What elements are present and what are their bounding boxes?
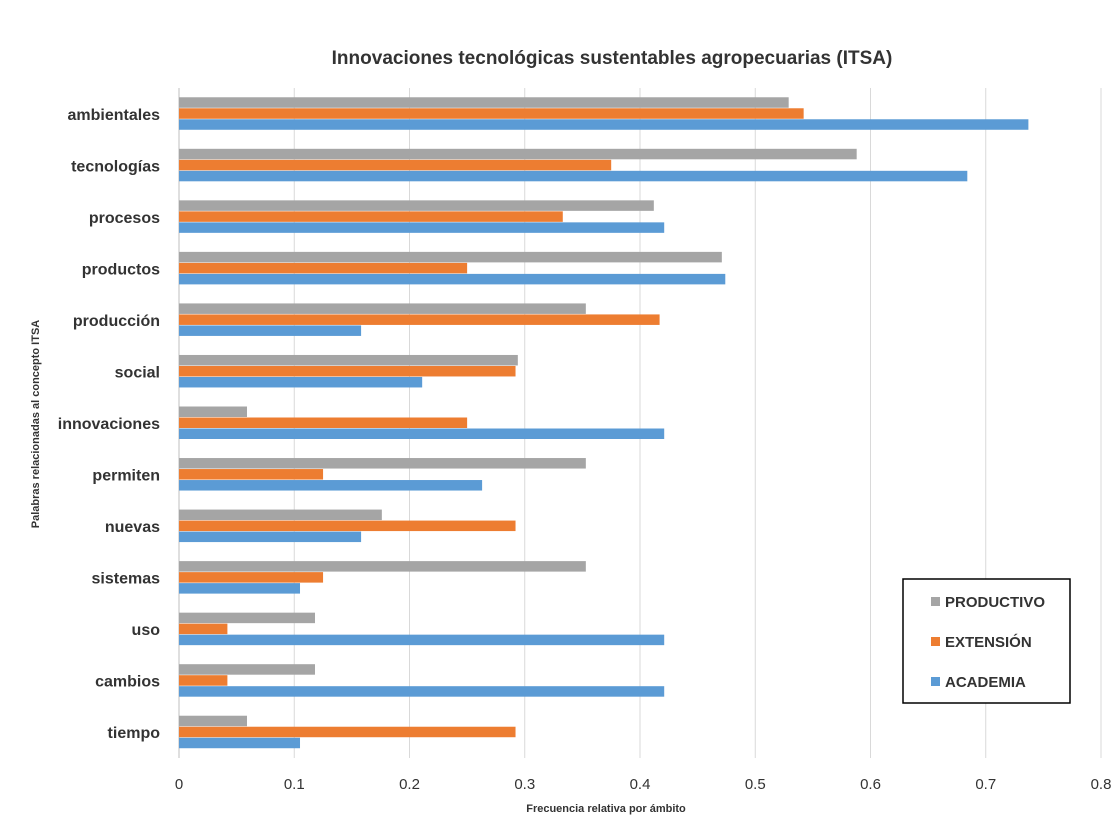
bar-extensin-1 bbox=[179, 159, 612, 171]
category-label: procesos bbox=[89, 210, 160, 227]
bar-academia-7 bbox=[179, 480, 483, 491]
bar-productivo-7 bbox=[179, 458, 586, 469]
bar-productivo-10 bbox=[179, 612, 315, 624]
gridlines bbox=[178, 88, 1102, 758]
legend-swatch bbox=[931, 597, 940, 606]
chart-title: Innovaciones tecnológicas sustentables a… bbox=[332, 48, 893, 69]
bar-academia-8 bbox=[179, 531, 362, 543]
bar-extensin-9 bbox=[179, 572, 324, 583]
category-label: tecnologías bbox=[71, 158, 160, 175]
bar-academia-5 bbox=[179, 376, 423, 388]
bar-academia-0 bbox=[179, 119, 1029, 130]
bar-extensin-10 bbox=[179, 623, 228, 635]
bar-extensin-12 bbox=[179, 726, 516, 738]
legend: PRODUCTIVO EXTENSIÓN ACADEMIA bbox=[902, 578, 1071, 704]
bar-extensin-4 bbox=[179, 314, 660, 325]
category-label: producción bbox=[73, 313, 160, 330]
x-tick-label: 0.6 bbox=[860, 776, 881, 793]
bar-academia-11 bbox=[179, 686, 665, 697]
x-tick-label: 0.8 bbox=[1091, 776, 1112, 793]
y-axis-label: Palabras relacionadas al concepto ITSA bbox=[30, 320, 42, 529]
legend-swatch bbox=[931, 637, 940, 646]
bar-extensin-2 bbox=[179, 211, 563, 222]
bar-productivo-3 bbox=[179, 251, 722, 263]
x-tick-label: 0.7 bbox=[975, 776, 996, 793]
x-tick-label: 0.1 bbox=[284, 776, 305, 793]
bar-productivo-1 bbox=[179, 148, 857, 160]
bars bbox=[179, 97, 1029, 749]
bar-extensin-11 bbox=[179, 675, 228, 686]
bar-productivo-0 bbox=[179, 97, 789, 108]
bar-academia-3 bbox=[179, 273, 726, 285]
bar-extensin-6 bbox=[179, 417, 468, 428]
category-labels: ambientales tecnologías procesos productos p… bbox=[58, 107, 160, 742]
category-label: productos bbox=[82, 261, 160, 278]
category-label: nuevas bbox=[105, 519, 160, 536]
bar-academia-1 bbox=[179, 170, 968, 182]
category-label: innovaciones bbox=[58, 416, 160, 433]
bar-productivo-9 bbox=[179, 561, 586, 572]
bar-productivo-2 bbox=[179, 200, 654, 211]
bar-extensin-5 bbox=[179, 365, 516, 377]
category-label: ambientales bbox=[68, 107, 161, 124]
bar-extensin-3 bbox=[179, 262, 468, 274]
category-label: social bbox=[115, 364, 160, 381]
legend-label: PRODUCTIVO bbox=[945, 594, 1045, 611]
category-label: uso bbox=[132, 622, 161, 639]
bar-academia-6 bbox=[179, 428, 665, 439]
bar-academia-10 bbox=[179, 634, 665, 646]
x-tick-label: 0.3 bbox=[514, 776, 535, 793]
bar-extensin-7 bbox=[179, 469, 324, 480]
legend-swatch bbox=[931, 677, 940, 686]
bar-productivo-5 bbox=[179, 354, 518, 366]
bar-productivo-4 bbox=[179, 303, 586, 314]
bar-productivo-6 bbox=[179, 406, 247, 417]
category-label: cambios bbox=[95, 674, 160, 691]
bar-academia-9 bbox=[179, 583, 301, 594]
bar-extensin-8 bbox=[179, 520, 516, 532]
x-tick-labels: 0 0.1 0.2 0.3 0.4 0.5 0.6 0.7 0.8 bbox=[175, 776, 1112, 793]
bar-productivo-12 bbox=[179, 715, 247, 727]
bar-productivo-11 bbox=[179, 664, 315, 675]
bar-academia-12 bbox=[179, 737, 301, 749]
category-label: tiempo bbox=[108, 725, 161, 742]
x-tick-label: 0.4 bbox=[630, 776, 651, 793]
x-axis-label: Frecuencia relativa por ámbito bbox=[526, 803, 686, 815]
x-tick-label: 0.5 bbox=[745, 776, 766, 793]
bar-productivo-8 bbox=[179, 509, 382, 521]
category-label: permiten bbox=[92, 468, 160, 485]
legend-box bbox=[902, 578, 1071, 704]
x-tick-label: 0 bbox=[175, 776, 183, 793]
legend-label: EXTENSIÓN bbox=[945, 633, 1032, 651]
bar-academia-4 bbox=[179, 325, 362, 336]
legend-label: ACADEMIA bbox=[945, 674, 1026, 691]
category-label: sistemas bbox=[92, 571, 161, 588]
bar-academia-2 bbox=[179, 222, 665, 233]
x-tick-label: 0.2 bbox=[399, 776, 420, 793]
bar-extensin-0 bbox=[179, 108, 804, 119]
